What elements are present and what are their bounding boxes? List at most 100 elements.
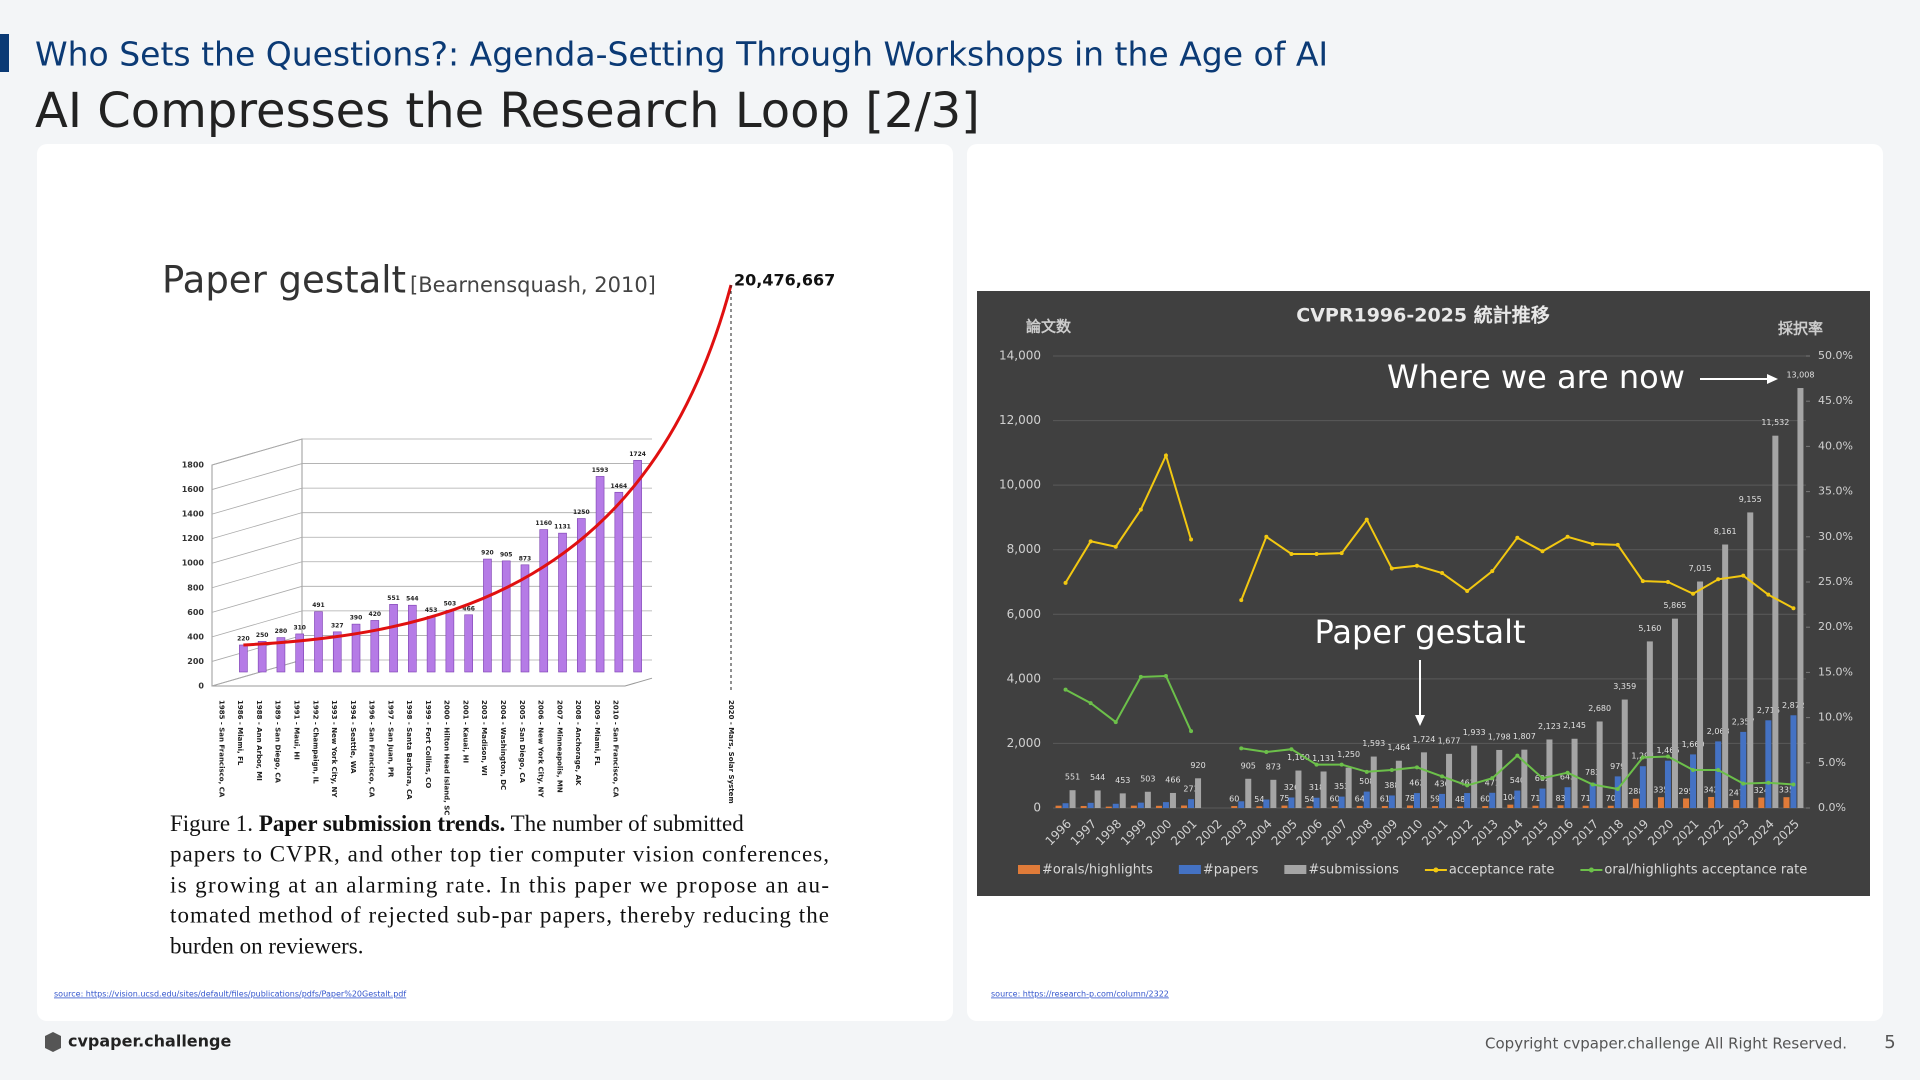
source-link[interactable]: source: https://vision.ucsd.edu/sites/de…: [54, 990, 406, 999]
source-link[interactable]: source: https://research-p.com/column/23…: [991, 990, 1169, 999]
line-point: [1364, 517, 1369, 522]
data-label: 466: [1165, 775, 1180, 784]
y2-tick-label: 5.0%: [1818, 756, 1846, 769]
line-point: [1289, 747, 1294, 752]
data-label: 71: [1530, 794, 1540, 803]
bar: [576, 518, 586, 673]
bar: [1772, 435, 1779, 808]
bar: [1664, 760, 1671, 808]
bar: [1256, 806, 1263, 808]
data-label: 1,933: [1463, 728, 1486, 737]
bar: [1356, 805, 1363, 808]
y-tick-label: 800: [187, 583, 204, 592]
data-label: 78: [1405, 794, 1415, 803]
data-label: 48: [1455, 795, 1465, 804]
bar: [1370, 756, 1377, 808]
bar: [1345, 767, 1352, 808]
bar: [483, 558, 492, 673]
footer: cvpaper.challenge Copyright cvpaper.chal…: [45, 1032, 1896, 1053]
y-tick-label: 4,000: [1007, 671, 1041, 685]
legend-label: #submissions: [1308, 863, 1399, 878]
x-tick-label: 1991 - Maui, HI: [292, 700, 300, 760]
data-label: 220: [237, 635, 250, 642]
caption-line: is growing at an alarming rate. In this …: [170, 872, 829, 897]
data-label: 353: [1334, 782, 1349, 791]
data-label: 280: [275, 628, 288, 635]
line-point: [1189, 537, 1194, 542]
x-tick-label: 1994 - Seattle, WA: [349, 700, 357, 774]
grid-line: [211, 610, 652, 638]
bar: [1607, 805, 1614, 808]
x-tick-label: 1999 - Fort Collins, CO: [424, 700, 432, 788]
x-tick-label: 1992 - Champaign, IL: [311, 700, 319, 784]
bar: [1571, 738, 1578, 808]
page-number: 5: [1884, 1032, 1895, 1053]
data-label: 1,160: [1287, 753, 1310, 762]
y2-tick-label: 45.0%: [1818, 394, 1853, 407]
y-tick-label: 1000: [182, 559, 205, 568]
line-point: [1615, 542, 1620, 547]
data-label: 3,359: [1613, 682, 1636, 691]
data-label: 8,161: [1714, 527, 1737, 536]
y2-tick-label: 10.0%: [1818, 711, 1853, 724]
bar: [1482, 806, 1489, 808]
y-tick-label: 14,000: [999, 349, 1041, 363]
line-point: [1088, 539, 1093, 544]
line-point: [1465, 783, 1470, 788]
bar: [1790, 715, 1797, 808]
bar: [276, 637, 286, 673]
data-label: 503: [1140, 774, 1155, 783]
x-tick-label: 1985 - San Francisco, CA: [217, 700, 225, 798]
bar: [445, 609, 455, 673]
bar: [1697, 581, 1704, 808]
data-label: 453: [1115, 776, 1130, 785]
line-point: [1691, 591, 1696, 596]
bar: [1632, 798, 1639, 808]
bar: [501, 560, 511, 673]
bar: [1747, 512, 1754, 808]
bar: [1263, 799, 1270, 808]
bar: [1119, 793, 1126, 808]
data-label: 310: [293, 624, 306, 631]
line-point: [1264, 534, 1269, 539]
line-point: [1440, 774, 1445, 779]
data-label: 2,716: [1757, 706, 1780, 715]
bar: [426, 616, 436, 673]
legend-swatch: [1433, 867, 1439, 873]
x-tick-label: 2008 - Anchorage, AK: [574, 700, 582, 786]
line-point: [1138, 507, 1143, 512]
data-label: 11,532: [1761, 418, 1789, 427]
data-label: 1,807: [1513, 732, 1536, 741]
data-label: 1,593: [1362, 739, 1385, 748]
line-point: [1063, 687, 1068, 692]
y2-tick-label: 30.0%: [1818, 530, 1853, 543]
bar: [1105, 806, 1112, 808]
x-tick-label: 1998 - Santa Barbara, CA: [405, 700, 413, 800]
data-label: 540: [1510, 776, 1525, 785]
data-label: 2,680: [1588, 704, 1611, 713]
bar: [1539, 788, 1546, 808]
data-label: 61: [1380, 795, 1390, 804]
bar: [1439, 793, 1446, 808]
bar: [1514, 790, 1521, 808]
bar: [1087, 802, 1094, 808]
line-point: [1515, 753, 1520, 758]
line-point: [1766, 780, 1771, 785]
bar: [633, 460, 642, 673]
y2-tick-label: 40.0%: [1818, 439, 1853, 452]
data-label: 463: [1460, 779, 1475, 788]
y-tick-label: 1400: [182, 510, 205, 519]
line-point: [1590, 782, 1595, 787]
data-label: 54: [1304, 795, 1314, 804]
x-tick-label: 2005 - San Diego, CA: [518, 700, 526, 783]
bar: [1331, 806, 1338, 808]
bar: [1420, 752, 1427, 808]
line-point: [1314, 762, 1319, 767]
line-point: [1239, 598, 1244, 603]
data-label: 466: [462, 605, 475, 612]
y-tick-label: 2,000: [1007, 736, 1041, 750]
line-point: [1113, 544, 1118, 549]
bar: [1306, 806, 1313, 808]
caption-text: Figure 1.: [170, 811, 253, 836]
